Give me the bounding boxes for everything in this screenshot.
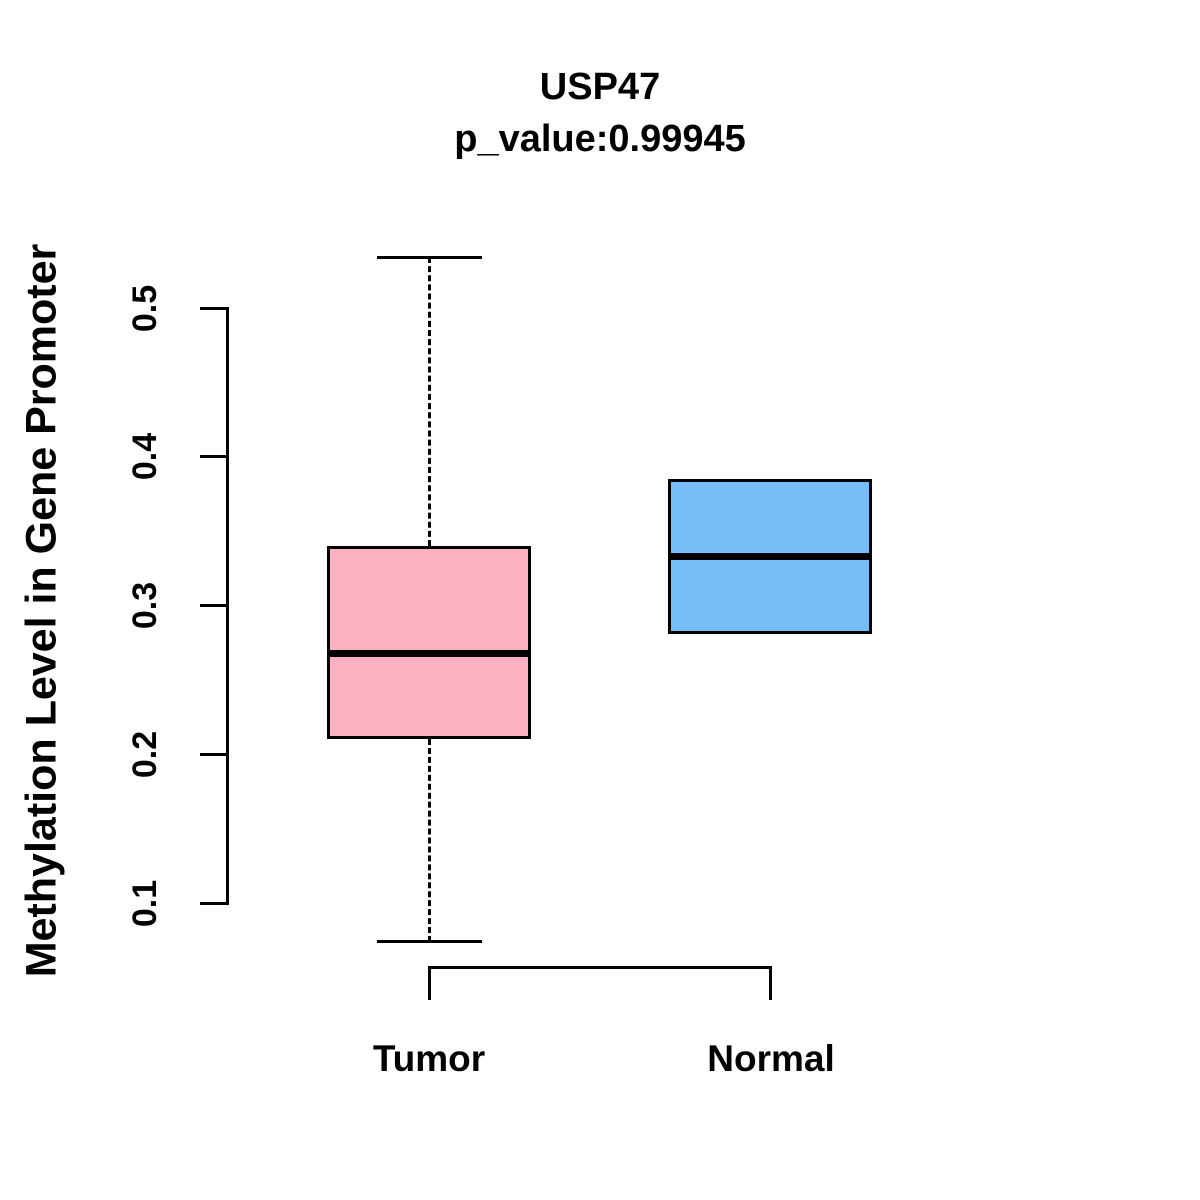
y-tick-label-text: 0.2 xyxy=(126,730,165,778)
y-tick-label-text: 0.4 xyxy=(126,433,165,481)
y-tick-label-text: 0.5 xyxy=(126,284,165,332)
y-tick-mark xyxy=(200,455,229,459)
y-tick-label: 0.2 xyxy=(118,714,174,794)
box-tumor xyxy=(327,546,531,740)
y-tick-mark xyxy=(200,901,229,905)
y-tick-mark xyxy=(200,306,229,310)
whisker-cap-lower-tumor xyxy=(376,940,482,944)
x-axis-line xyxy=(429,966,771,969)
x-axis-tick-normal xyxy=(769,966,772,1000)
median-line-tumor xyxy=(327,649,531,657)
chart-title: USP47 xyxy=(539,66,661,108)
y-tick-mark xyxy=(200,604,229,607)
x-label-tumor: Tumor xyxy=(372,1038,486,1079)
y-tick-label: 0.4 xyxy=(118,417,174,497)
chart-subtitle: p_value:0.99945 xyxy=(454,118,746,160)
y-tick-mark xyxy=(200,752,229,756)
y-axis-label: Methylation Level in Gene Promoter xyxy=(17,243,66,977)
whisker-lower-tumor xyxy=(427,739,431,942)
y-tick-label: 0.1 xyxy=(118,863,174,943)
y-tick-label-text: 0.1 xyxy=(126,879,165,927)
y-axis-label-container: Methylation Level in Gene Promoter xyxy=(0,182,84,1038)
x-axis-tick-tumor xyxy=(428,966,431,1000)
whisker-upper-tumor xyxy=(427,257,431,546)
y-tick-label: 0.5 xyxy=(118,268,174,348)
x-label-normal: Normal xyxy=(707,1038,835,1079)
y-tick-label-text: 0.3 xyxy=(126,581,165,630)
median-line-normal xyxy=(668,552,872,560)
y-tick-label: 0.3 xyxy=(118,566,174,646)
whisker-cap-upper-tumor xyxy=(376,255,482,259)
